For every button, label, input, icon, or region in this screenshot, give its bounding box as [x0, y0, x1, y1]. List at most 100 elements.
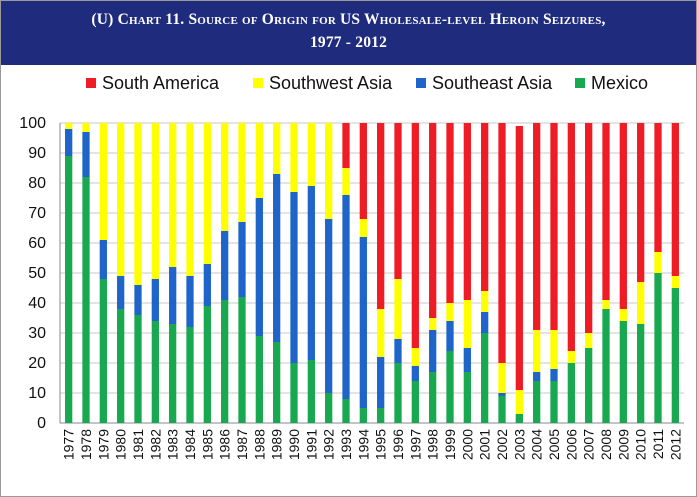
x-tick-label: 1980 [113, 429, 129, 460]
bar-segment-southeast-asia [533, 372, 541, 381]
bar-segment-south-america [602, 123, 610, 300]
bar-segment-southwest-asia [637, 282, 645, 324]
bar-segment-southwest-asia [654, 252, 662, 273]
bar-segment-southwest-asia [117, 123, 125, 276]
x-tick-label: 1986 [217, 429, 233, 460]
bar-segment-mexico [602, 309, 610, 423]
bar-segment-south-america [359, 123, 367, 219]
y-tick-label: 40 [28, 295, 46, 312]
x-tick-label: 1995 [373, 429, 389, 460]
x-tick-label: 1987 [234, 429, 250, 460]
bar-segment-mexico [325, 393, 333, 423]
x-tick-label: 2007 [581, 429, 597, 460]
x-tick-label: 2012 [667, 429, 683, 460]
x-tick-label: 2008 [598, 429, 614, 460]
bar-segment-mexico [411, 381, 419, 423]
legend-label: Southwest Asia [269, 72, 393, 93]
bar-segment-mexico [273, 342, 281, 423]
bar-segment-southwest-asia [463, 300, 471, 348]
x-tick-label: 1997 [407, 429, 423, 460]
bar-segment-southwest-asia [429, 318, 437, 330]
bar-segment-south-america [377, 123, 385, 309]
bar-segment-southeast-asia [394, 339, 402, 363]
bar-segment-southwest-asia [82, 123, 90, 132]
y-tick-label: 30 [28, 325, 46, 342]
bar-segment-mexico [429, 372, 437, 423]
bar-segment-mexico [134, 315, 142, 423]
bar-segment-southwest-asia [307, 123, 315, 186]
bar-segment-southwest-asia [255, 123, 263, 198]
legend-swatch-south-america [86, 78, 96, 88]
bar-segment-southwest-asia [203, 123, 211, 264]
bar-segment-southeast-asia [429, 330, 437, 372]
bar-segment-southwest-asia [273, 123, 281, 174]
x-tick-label: 2006 [563, 429, 579, 460]
bar-segment-mexico [567, 363, 575, 423]
bar-segment-mexico [82, 177, 90, 423]
bar-segment-southeast-asia [359, 237, 367, 408]
y-tick-label: 0 [37, 415, 46, 432]
bar-segment-mexico [533, 381, 541, 423]
bar-segment-southwest-asia [602, 300, 610, 309]
x-tick-label: 1994 [355, 429, 371, 460]
chart-title: (U) Chart 11. Source of Origin for US Wh… [91, 11, 606, 28]
x-tick-label: 1983 [165, 429, 181, 460]
bar-segment-southwest-asia [238, 123, 246, 222]
x-tick-label: 1984 [182, 429, 198, 460]
bar-segment-mexico [221, 300, 229, 423]
bar-segment-south-america [411, 123, 419, 348]
x-tick-label: 1990 [286, 429, 302, 460]
bar-segment-southeast-asia [550, 369, 558, 381]
bar-segment-southeast-asia [307, 186, 315, 360]
x-tick-label: 1988 [251, 429, 267, 460]
x-tick-label: 2000 [459, 429, 475, 460]
title-bar: (U) Chart 11. Source of Origin for US Wh… [1, 1, 696, 65]
bar-segment-south-america [463, 123, 471, 300]
bar-segment-mexico [307, 360, 315, 423]
bar-segment-south-america [446, 123, 454, 303]
bar-segment-south-america [515, 126, 523, 390]
x-tick-label: 1992 [321, 429, 337, 460]
x-tick-label: 2005 [546, 429, 562, 460]
bar-segment-southeast-asia [498, 393, 506, 396]
bar-segment-mexico [446, 351, 454, 423]
bar-segment-southwest-asia [359, 219, 367, 237]
bar-segment-southeast-asia [99, 240, 107, 279]
bar-segment-mexico [359, 408, 367, 423]
x-tick-label: 1977 [61, 429, 77, 460]
bar-segment-southeast-asia [203, 264, 211, 306]
bar-segment-southwest-asia [411, 348, 419, 366]
x-tick-label: 2011 [650, 429, 666, 459]
bar-segment-southwest-asia [515, 390, 523, 414]
legend-item-southeast-asia: Southeast Asia [416, 68, 552, 98]
bar-segment-southwest-asia [394, 279, 402, 339]
legend-label: Mexico [591, 72, 649, 93]
x-tick-label: 2004 [529, 429, 545, 460]
legend: South America Southwest Asia Southeast A… [0, 68, 697, 98]
bar-segment-south-america [637, 123, 645, 282]
bar-segment-mexico [671, 288, 679, 423]
bar-segment-mexico [290, 363, 298, 423]
bar-segment-mexico [498, 396, 506, 423]
bar-segment-south-america [671, 123, 679, 276]
bar-segment-mexico [255, 336, 263, 423]
legend-item-southwest-asia: Southwest Asia [253, 68, 392, 98]
bar-segment-southwest-asia [325, 123, 333, 219]
bar-segment-south-america [585, 123, 593, 333]
bar-segment-southeast-asia [186, 276, 194, 327]
bar-segment-mexico [394, 363, 402, 423]
chart-title-years: 1977 - 2012 [309, 34, 388, 51]
bar-segment-southwest-asia [671, 276, 679, 288]
x-tick-label: 1989 [269, 429, 285, 460]
bar-segment-south-america [342, 123, 350, 168]
x-tick-label: 2009 [615, 429, 631, 460]
y-tick-label: 70 [28, 205, 46, 222]
bar-segment-mexico [585, 348, 593, 423]
bar-segment-southeast-asia [117, 276, 125, 309]
bar-segment-mexico [377, 408, 385, 423]
bar-segment-southwest-asia [533, 330, 541, 372]
bar-segment-south-america [567, 123, 575, 351]
bar-segment-southwest-asia [342, 168, 350, 195]
bar-segment-mexico [99, 279, 107, 423]
bar-segment-southwest-asia [619, 309, 627, 321]
